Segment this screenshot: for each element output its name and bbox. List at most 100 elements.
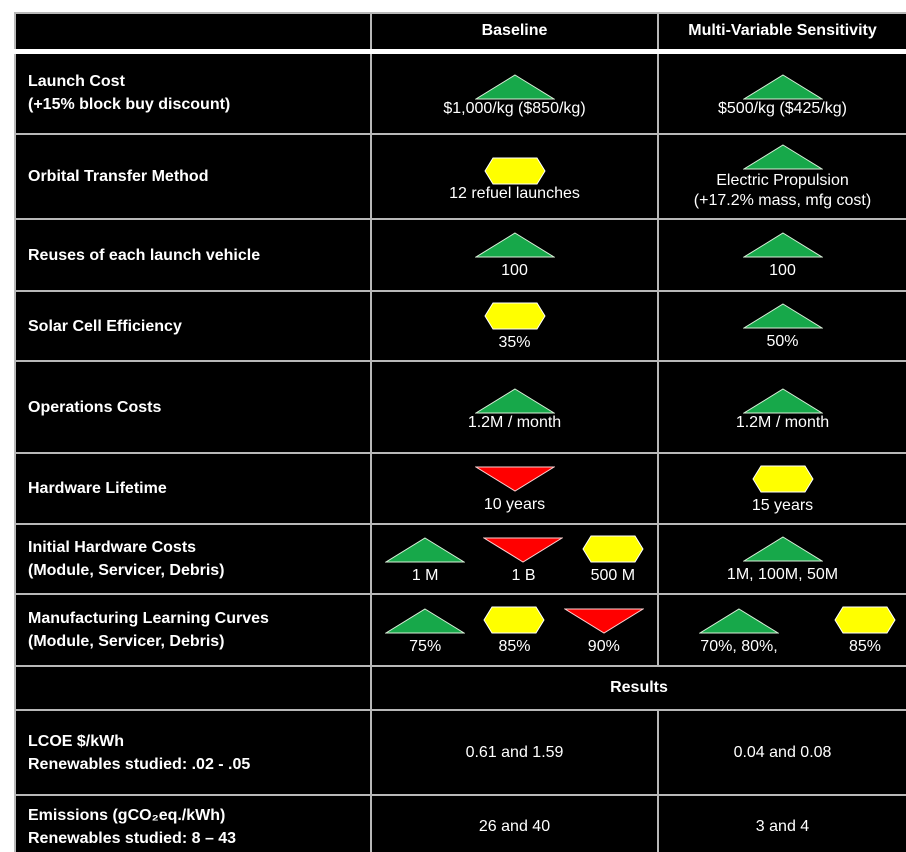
cell: Electric Propulsion (+17.2% mass, mfg co… (659, 138, 906, 216)
row-label: Hardware Lifetime (14, 452, 372, 525)
hex-icon (834, 606, 896, 634)
label-line: Emissions (gCO₂eq./kWh) (28, 807, 226, 824)
value-cell: 10 years (370, 452, 659, 525)
value-cell: 12 refuel launches (370, 133, 659, 220)
row: Operations Costs 1.2M / month 1.2M / mon… (14, 360, 906, 454)
cell: 1.2M / month (659, 376, 906, 438)
label-line: Orbital Transfer Method (28, 168, 209, 185)
up-icon (742, 303, 823, 329)
up-icon (474, 74, 555, 100)
up-icon (742, 388, 823, 414)
up-icon (742, 74, 823, 100)
cell: 10 years (372, 460, 657, 518)
hex-icon (483, 606, 546, 634)
empty-header (14, 12, 372, 54)
down-icon (474, 466, 555, 492)
cell: 100 (659, 226, 906, 284)
cell: 1.2M / month (372, 376, 657, 438)
label-line: Hardware Lifetime (28, 480, 167, 497)
cell: 12 refuel launches (372, 145, 657, 209)
results-title: Results (370, 665, 906, 711)
hex-icon (751, 465, 814, 492)
row: Initial Hardware Costs (Module, Servicer,… (14, 523, 906, 595)
hex-icon (483, 302, 546, 330)
up-icon (742, 232, 823, 258)
cell: 15 years (659, 459, 906, 519)
value-cell: 0.04 and 0.08 (657, 709, 906, 796)
cell: 100 (372, 226, 657, 284)
result-row: LCOE $/kWh Renewables studied: .02 - .05 … (14, 709, 906, 796)
label-line: Operations Costs (28, 398, 162, 416)
row: Solar Cell Efficiency 35% 50% (14, 290, 906, 362)
cell: 1 M 1 B 500 M (372, 529, 657, 589)
item: 90% (563, 608, 644, 656)
value-text: 50% (766, 333, 799, 350)
label-line: Launch Cost (28, 73, 125, 91)
row-label: Solar Cell Efficiency (14, 290, 372, 362)
empty-cell (14, 665, 372, 711)
value-text: 35% (498, 334, 531, 351)
value-text: 1.2M / month (735, 414, 830, 431)
column-header: Baseline (370, 12, 659, 54)
comparison-table: Baseline Multi-Variable Sensitivity Laun… (14, 12, 906, 852)
value-cell: 50% (657, 290, 906, 362)
cell: 1M, 100M, 50M (659, 530, 906, 588)
cell: $500/kg ($425/kg) (659, 62, 906, 124)
column-header: Multi-Variable Sensitivity (657, 12, 906, 54)
down-icon (563, 608, 644, 634)
value-cell: 3 and 4 (657, 794, 906, 852)
label-line: (Module, Servicer, Debris) (28, 633, 225, 650)
value-cell: $1,000/kg ($850/kg) (370, 50, 659, 135)
label-line: (+15% block buy discount) (28, 96, 231, 114)
value-cell: $500/kg ($425/kg) (657, 50, 906, 135)
row-label: Operations Costs (14, 360, 372, 454)
value-cell: 100 (657, 218, 906, 292)
hex-icon (483, 157, 546, 184)
item: 500 M (582, 535, 644, 585)
item: 85% (483, 606, 546, 656)
cell: 35% (372, 296, 657, 356)
row-label: Emissions (gCO₂eq./kWh) Renewables studie… (14, 794, 372, 852)
item: 1 M (385, 537, 466, 585)
row: Launch Cost (+15% block buy discount) $1,… (14, 50, 906, 135)
value-cell: 1.2M / month (370, 360, 659, 454)
value-text: $1,000/kg ($850/kg) (443, 100, 586, 118)
value-cell: 1 M 1 B 500 M (370, 523, 659, 595)
value-text: 1 B (511, 567, 536, 584)
row-label: LCOE $/kWh Renewables studied: .02 - .05 (14, 709, 372, 796)
value-text: 12 refuel launches (449, 184, 580, 202)
value-text: Electric Propulsion (716, 171, 849, 189)
value-cell: 100 (370, 218, 659, 292)
row-label: Initial Hardware Costs (Module, Servicer,… (14, 523, 372, 595)
label-line: LCOE $/kWh (28, 732, 125, 750)
value-text: $500/kg ($425/kg) (718, 100, 847, 118)
value-text: 100 (501, 262, 528, 279)
label-line: Renewables studied: .02 - .05 (28, 755, 251, 773)
value-cell: 26 and 40 (370, 794, 659, 852)
result-row: Emissions (gCO₂eq./kWh) Renewables studie… (14, 794, 906, 852)
up-icon (474, 232, 555, 258)
label-line: (Module, Servicer, Debris) (28, 562, 225, 579)
item: 75% (385, 608, 466, 656)
row: Manufacturing Learning Curves (Module, Se… (14, 593, 906, 667)
cell: $1,000/kg ($850/kg) (372, 62, 657, 124)
value-cell: Electric Propulsion (+17.2% mass, mfg co… (657, 133, 906, 220)
value-text: 70%, 80%, (700, 638, 778, 655)
label-line: Manufacturing Learning Curves (28, 610, 269, 627)
item: 85% (834, 606, 896, 656)
header-row: Baseline Multi-Variable Sensitivity (14, 12, 906, 54)
cell: 75% 85% 90% (372, 600, 657, 660)
value-text: (+17.2% mass, mfg cost) (693, 191, 872, 209)
up-icon (385, 537, 466, 563)
value-text: 1 M (411, 567, 439, 584)
label-line: Solar Cell Efficiency (28, 317, 182, 335)
up-icon (742, 536, 823, 562)
value-cell: 15 years (657, 452, 906, 525)
row: Reuses of each launch vehicle 100 100 (14, 218, 906, 292)
results-header-row: Results (14, 665, 906, 711)
value-text: 500 M (590, 567, 636, 584)
row: Orbital Transfer Method 12 refuel launch… (14, 133, 906, 220)
value-text: 75% (409, 638, 442, 655)
hex-icon (582, 535, 644, 563)
